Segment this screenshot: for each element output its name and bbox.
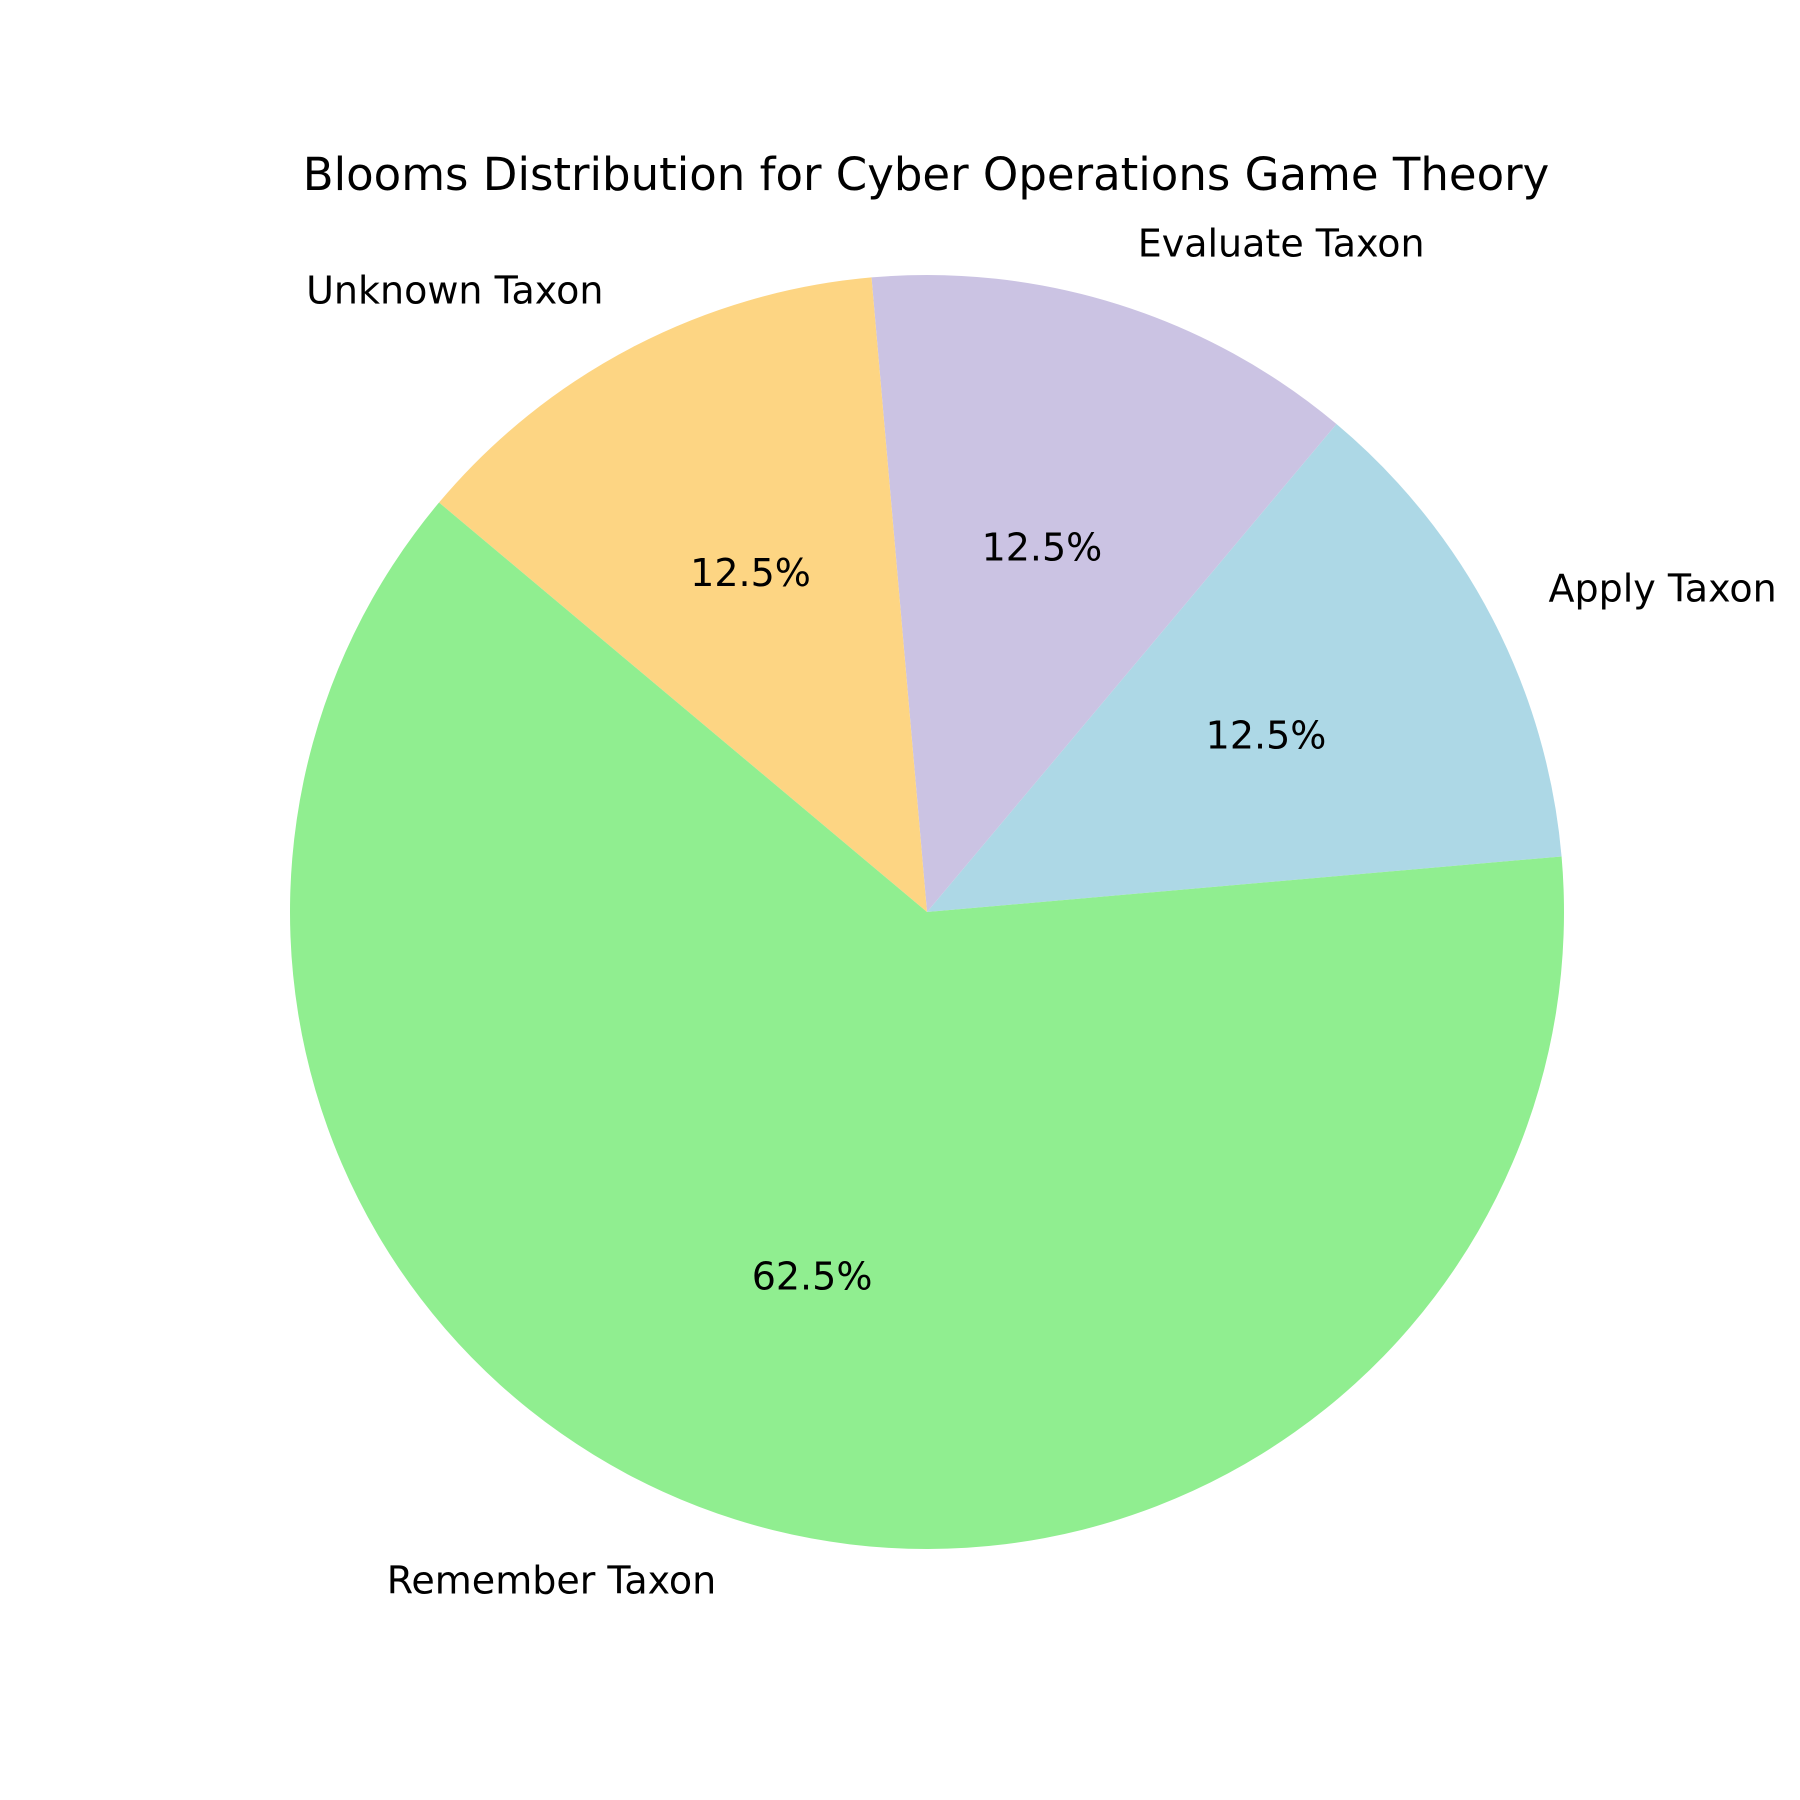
category-label-unknown-taxon: Unknown Taxon xyxy=(306,268,603,312)
pie-slice-remember-taxon xyxy=(290,502,1564,1549)
pie-slice-evaluate-taxon xyxy=(871,275,1337,913)
category-label-remember-taxon: Remember Taxon xyxy=(387,1558,717,1602)
percent-label-evaluate-taxon: 12.5% xyxy=(982,525,1103,569)
percent-label-unknown-taxon: 12.5% xyxy=(690,551,811,595)
slice-labels: 12.5% Apply Taxon 12.5% Evaluate Taxon 12.5%… xyxy=(306,222,1777,1603)
pie-slice-apply-taxon xyxy=(927,424,1562,912)
chart-title: Blooms Distribution for Cyber Operations… xyxy=(303,148,1549,201)
category-label-apply-taxon: Apply Taxon xyxy=(1549,566,1777,610)
pie-slices xyxy=(290,275,1564,1549)
category-label-evaluate-taxon: Evaluate Taxon xyxy=(1138,222,1425,266)
percent-label-remember-taxon: 62.5% xyxy=(752,1255,873,1299)
pie-slice-unknown-taxon xyxy=(439,277,927,913)
percent-label-apply-taxon: 12.5% xyxy=(1206,714,1327,758)
